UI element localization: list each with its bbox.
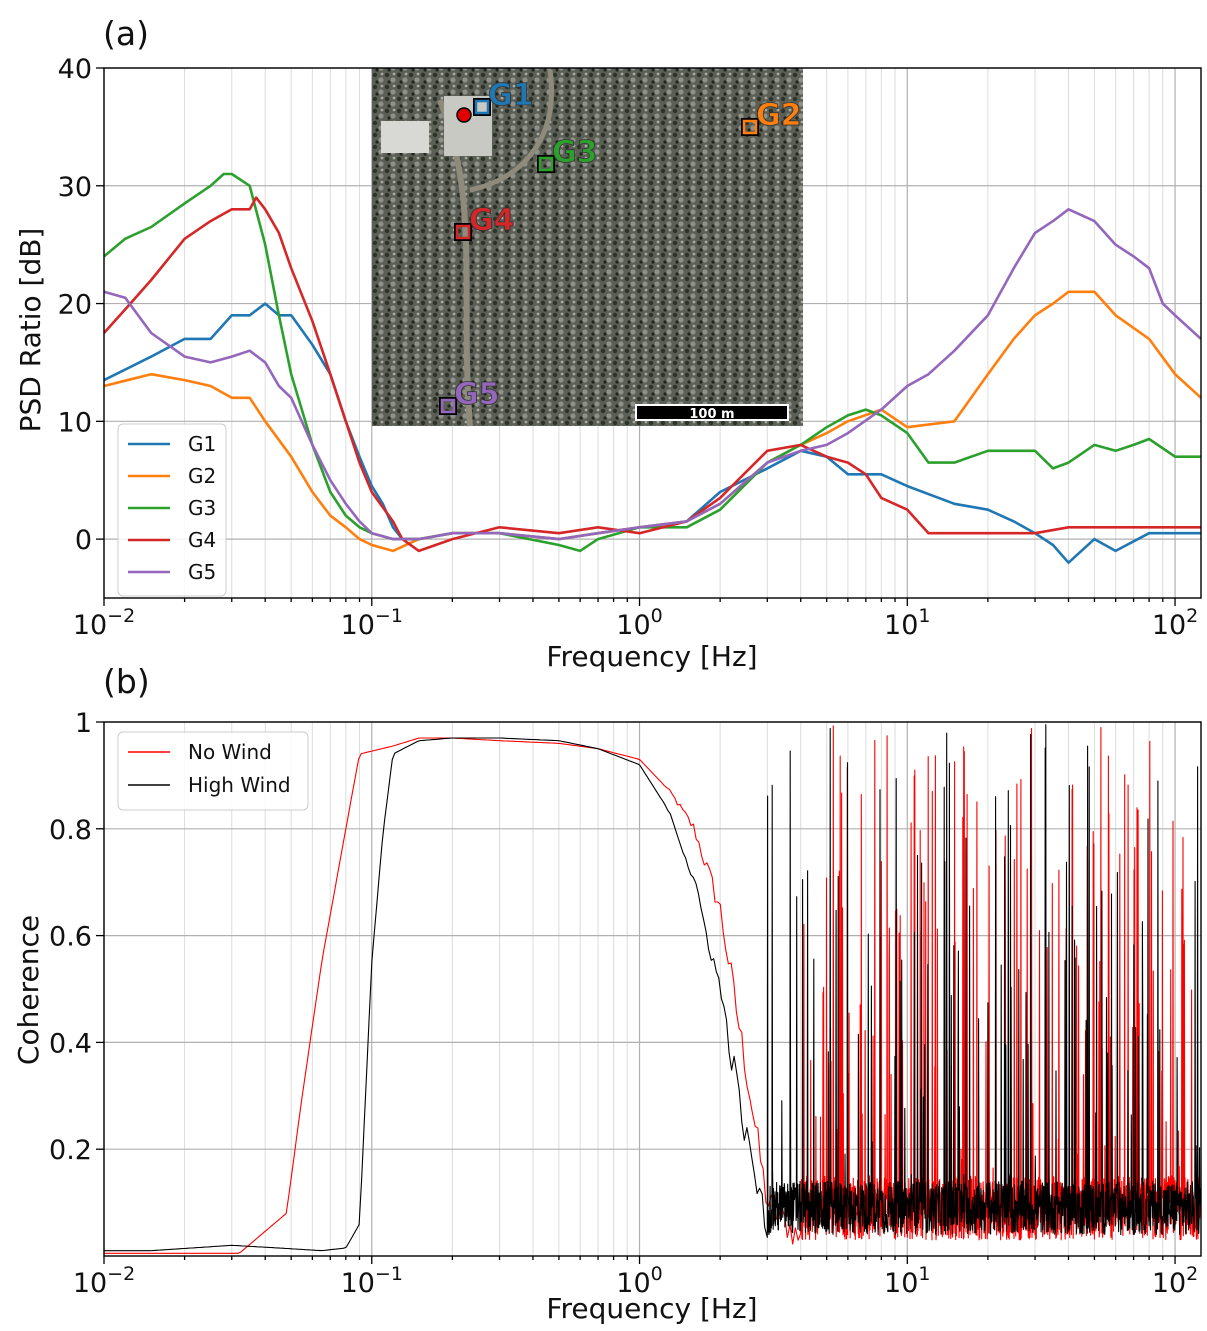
x-tick-label: 100 [616, 1263, 662, 1299]
legend-label: G3 [188, 496, 216, 520]
legend-label: G2 [188, 464, 216, 488]
inset-marker-label: G5 [454, 377, 500, 412]
panel-a-axes: 0 10 20 30 40 10−2 10−1 100 101 102 [58, 54, 1202, 641]
panel-b-ylabel: Coherence [12, 915, 45, 1065]
plot-frame [103, 721, 1202, 1257]
inset-marker-g2 [742, 119, 758, 135]
series-line-g4 [103, 196, 1201, 553]
panel-a-xlabel: Frequency [Hz] [546, 640, 757, 673]
series-line-g5 [103, 208, 1202, 541]
inset-marker-label: G1 [488, 78, 534, 113]
panel-a-legend: G1 G2 G3 G4 G5 [117, 423, 227, 597]
panel-a: (a) 100 m G1 G2 G3 G4 G5 0 10 20 30 [14, 14, 1202, 673]
x-tick-label: 10−1 [341, 1263, 403, 1299]
x-tick-label: 10−2 [73, 605, 135, 641]
x-tick-label: 101 [884, 605, 930, 641]
panel-b-label: (b) [103, 662, 150, 701]
y-tick-label: 30 [58, 172, 92, 203]
x-tick-label: 10−2 [73, 1263, 135, 1299]
inset-road [469, 69, 554, 193]
inset-building [381, 121, 429, 153]
plot-frame [103, 67, 1202, 599]
x-tick-label: 102 [1152, 1263, 1198, 1299]
inset-photo: 100 m G1 G2 G3 G4 G5 [372, 68, 803, 427]
panel-b: (b) 0.2 0.4 0.6 0.8 1 10−2 10−1 100 101 102 No Wi… [12, 662, 1202, 1325]
inset-marker-label: G4 [469, 203, 515, 238]
inset-marker-g4 [455, 224, 471, 240]
x-tick-label: 102 [1152, 605, 1198, 641]
inset-marker-g5 [440, 398, 456, 414]
panel-b-xlabel: Frequency [Hz] [546, 1292, 757, 1325]
y-tick-label: 40 [58, 54, 92, 85]
y-tick-label: 0.6 [49, 922, 92, 953]
x-tick-label: 10−1 [341, 605, 403, 641]
inset-background [372, 68, 803, 426]
scale-bar [635, 404, 789, 421]
legend-label: G1 [188, 432, 216, 456]
legend-label: G4 [188, 528, 216, 552]
inset-marker-label: G3 [552, 135, 598, 170]
inset-marker-g1 [474, 99, 490, 115]
x-tick-label: 100 [616, 605, 662, 641]
series-line-high-wind [104, 724, 1202, 1252]
inset-red-dot [456, 107, 472, 123]
inset-markers: G1 G2 G3 G4 G5 [439, 78, 802, 415]
inset-building [444, 96, 492, 156]
y-tick-label: 10 [58, 407, 92, 438]
y-tick-label: 20 [58, 290, 92, 321]
legend-label: G5 [188, 560, 216, 584]
panel-a-lines [103, 172, 1202, 564]
panel-a-ylabel: PSD Ratio [dB] [14, 228, 47, 433]
y-tick-label: 0.4 [49, 1028, 92, 1059]
panel-b-axes: 0.2 0.4 0.6 0.8 1 10−2 10−1 100 101 102 [49, 708, 1202, 1299]
y-tick-label: 0.2 [49, 1135, 92, 1166]
panel-b-legend: No Wind High Wind [117, 731, 309, 811]
y-tick-label: 0 [75, 525, 92, 556]
series-line-g3 [103, 172, 1201, 553]
scale-bar-label: 100 m [689, 407, 734, 422]
inset-marker-label: G2 [756, 98, 802, 133]
legend-label: No Wind [188, 740, 272, 764]
y-tick-label: 0.8 [49, 815, 92, 846]
y-tick-label: 1 [75, 708, 92, 739]
panel-b-lines [104, 724, 1202, 1254]
legend-label: High Wind [188, 773, 291, 797]
inset-marker-g3 [538, 156, 554, 172]
panel-a-label: (a) [103, 14, 149, 53]
legend-box [117, 423, 227, 597]
x-tick-label: 101 [884, 1263, 930, 1299]
